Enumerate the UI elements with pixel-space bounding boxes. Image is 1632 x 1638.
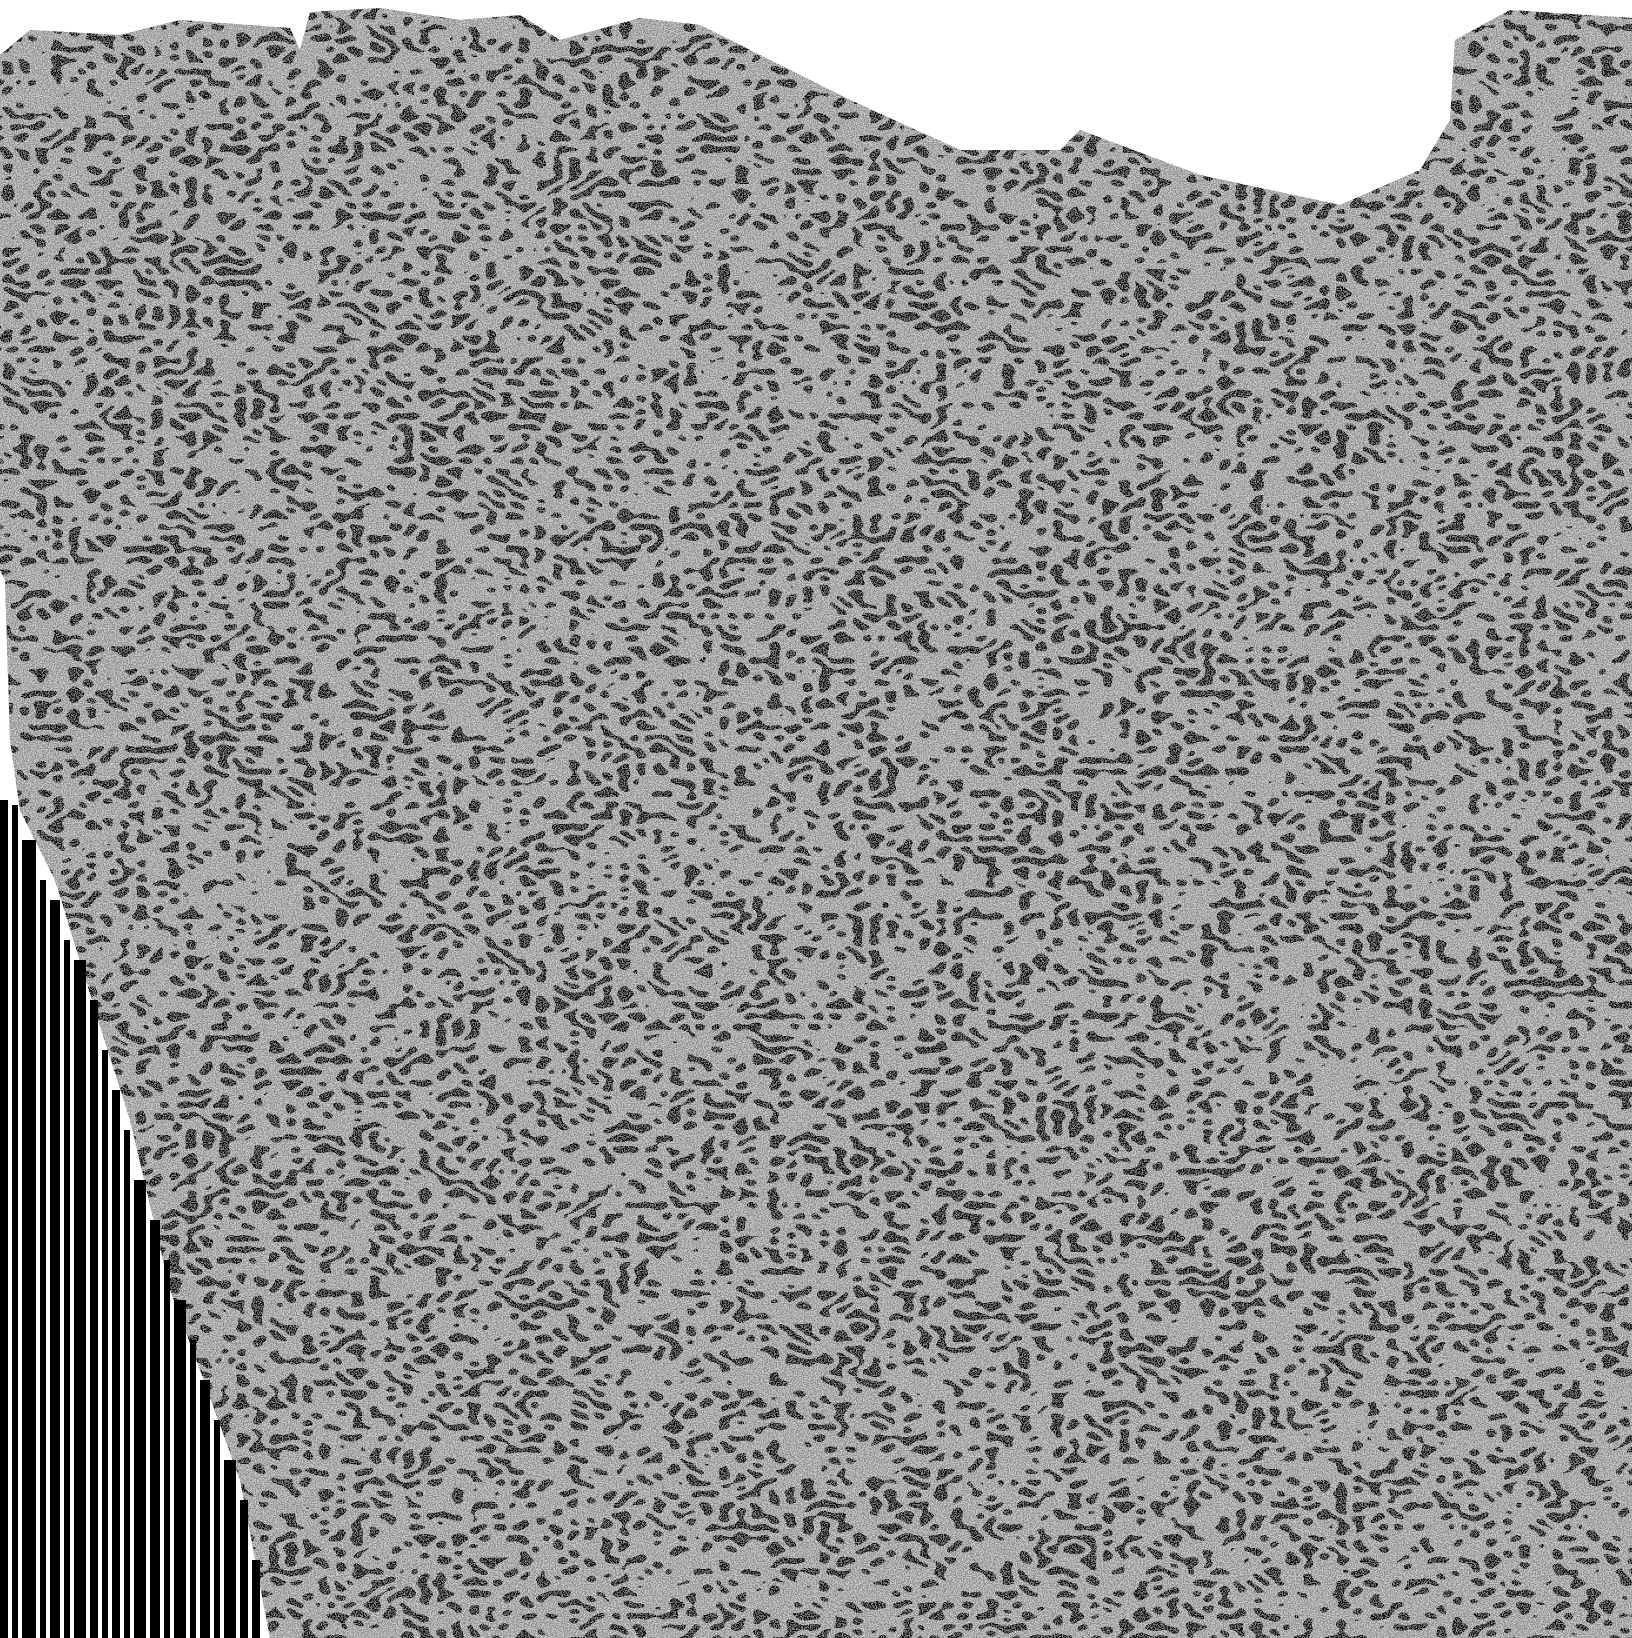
stripe-19 — [240, 1500, 248, 1638]
stripe-7 — [90, 1000, 98, 1638]
vertical-stripes — [0, 800, 260, 1638]
stripe-17 — [214, 1420, 220, 1638]
stripe-16 — [200, 1380, 210, 1638]
stripe-4 — [50, 900, 60, 1638]
stripe-1 — [12, 805, 18, 1638]
stripe-14 — [174, 1300, 186, 1638]
stripe-2 — [22, 840, 36, 1638]
stripe-13 — [164, 1260, 170, 1638]
stripe-5 — [64, 940, 70, 1638]
stripe-8 — [102, 1050, 108, 1638]
stripe-12 — [150, 1220, 160, 1638]
stripe-0 — [0, 800, 8, 1638]
stripe-20 — [252, 1560, 260, 1638]
stripe-3 — [40, 880, 46, 1638]
stripe-18 — [224, 1460, 236, 1638]
stripe-11 — [134, 1180, 146, 1638]
stripe-6 — [74, 960, 86, 1638]
stripe-9 — [112, 1090, 120, 1638]
stripe-10 — [124, 1130, 130, 1638]
stripe-15 — [190, 1340, 196, 1638]
